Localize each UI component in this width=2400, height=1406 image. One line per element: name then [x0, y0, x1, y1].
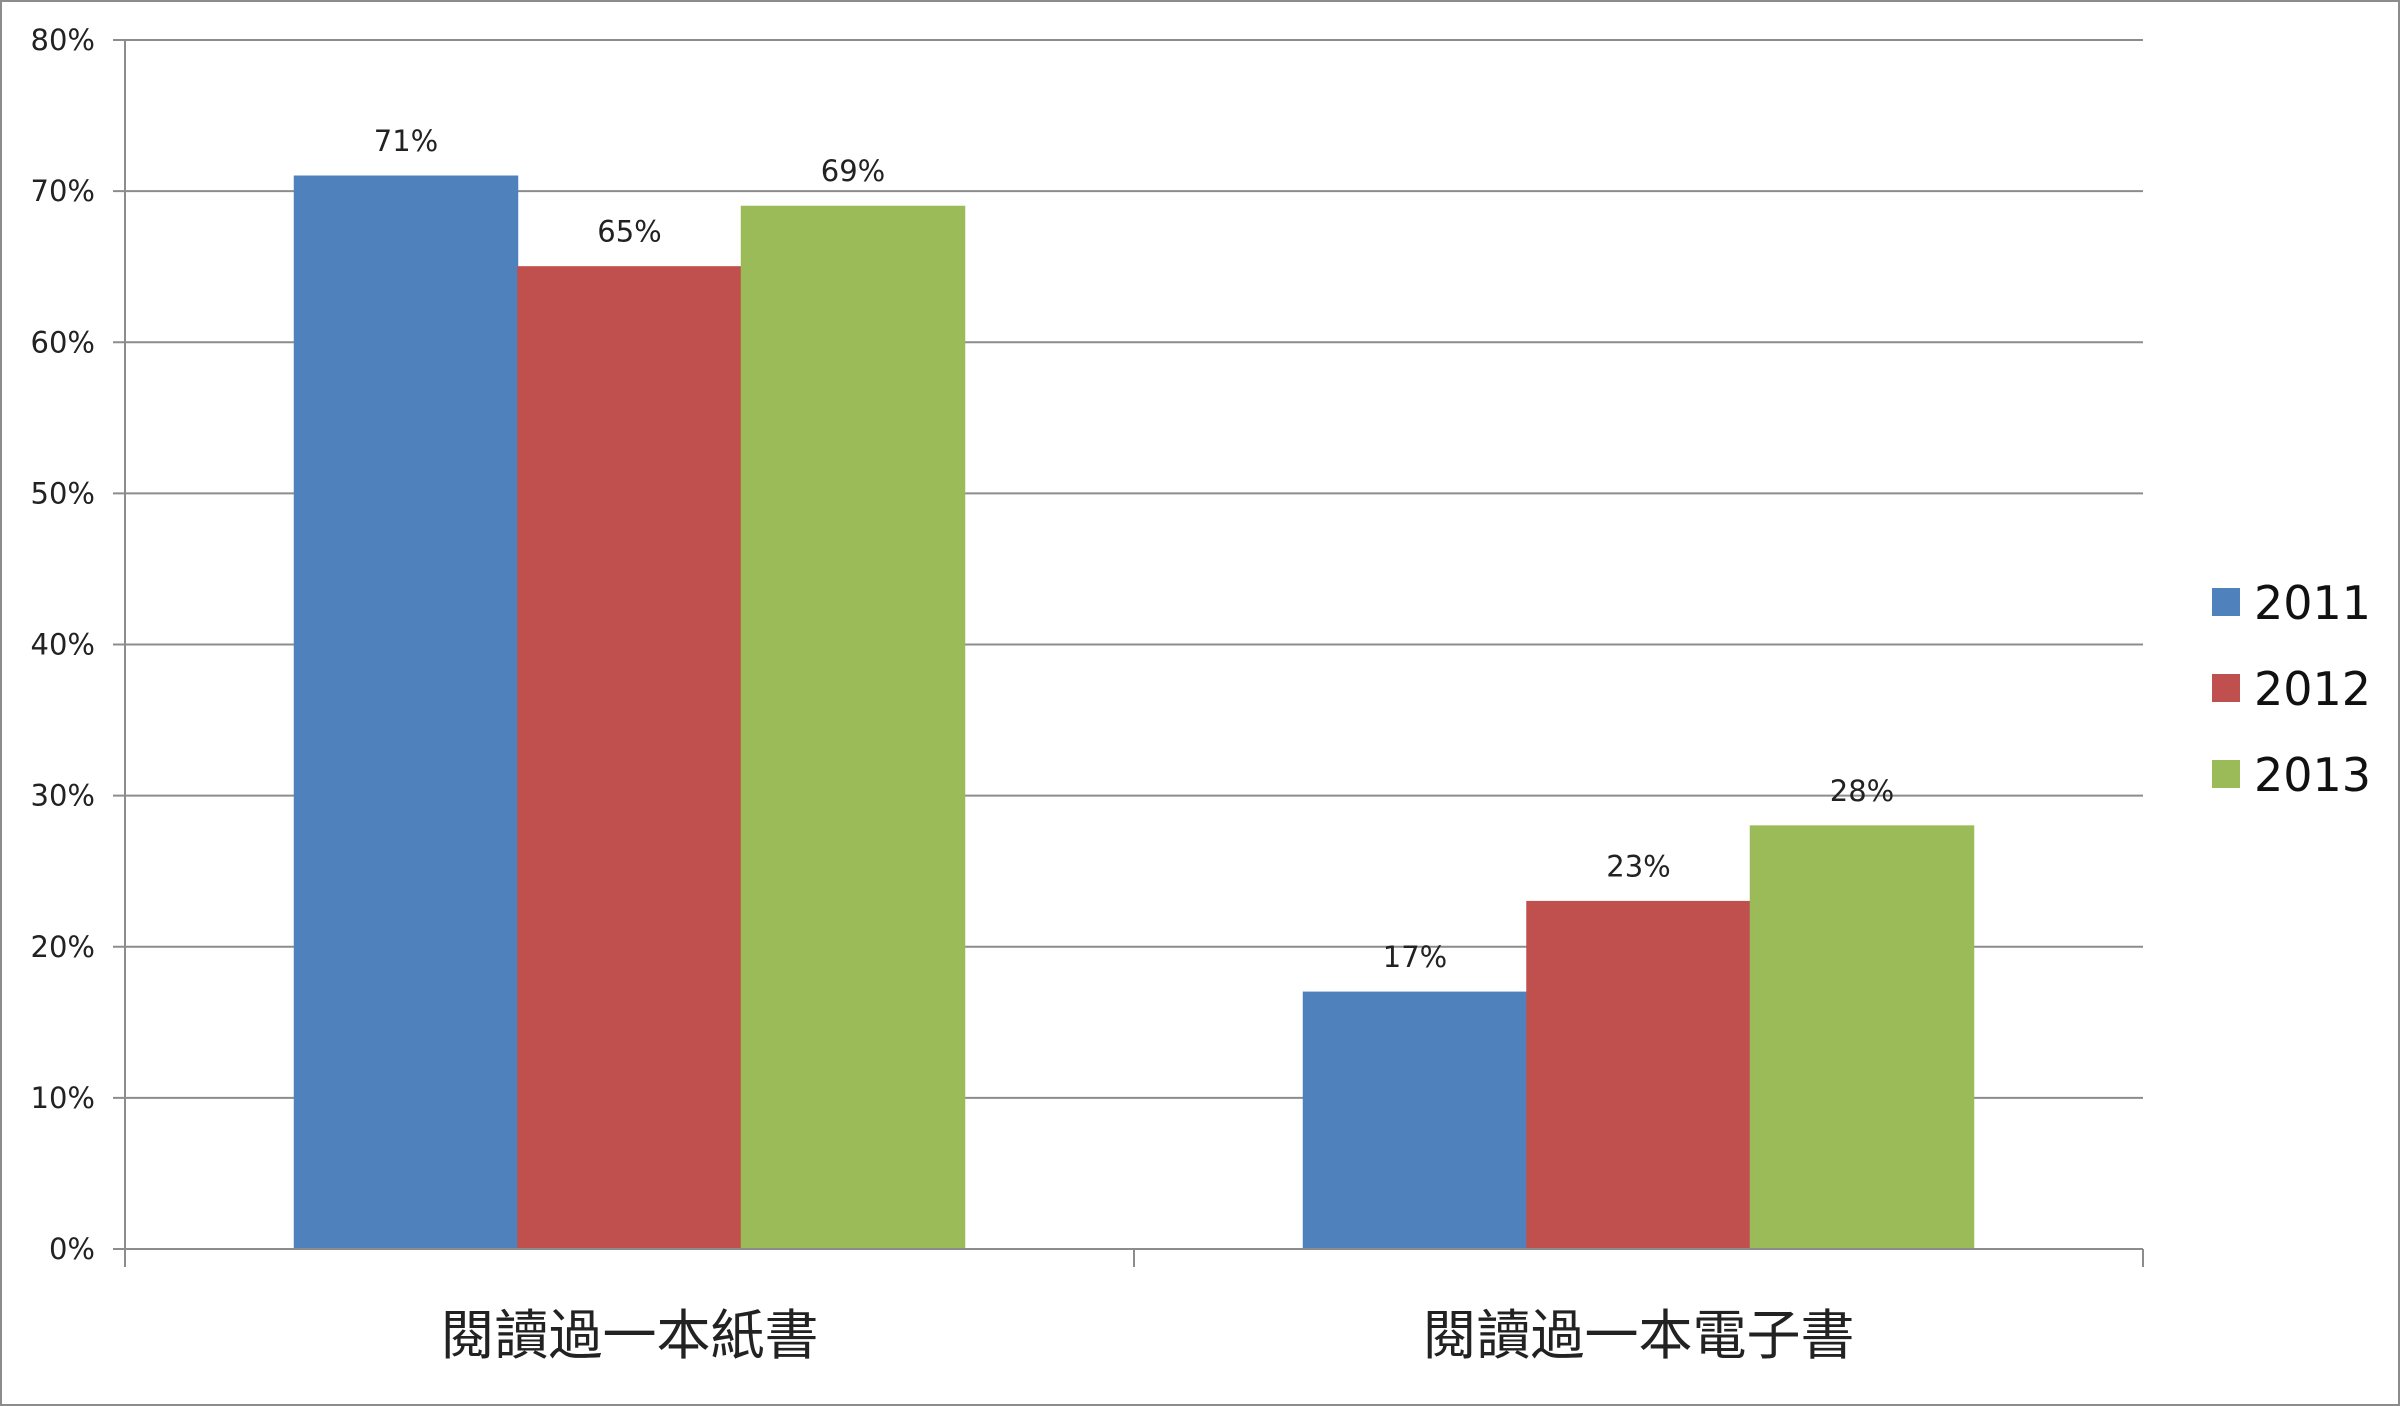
- bar-2012-1: [1526, 900, 1751, 1250]
- data-label: 17%: [1383, 940, 1447, 974]
- bar-2013-0: [740, 205, 966, 1250]
- legend-swatch-2011: [2212, 588, 2240, 616]
- bar-2012-0: [517, 266, 742, 1250]
- y-tick-label: 40%: [31, 628, 95, 662]
- legend-label: 2012: [2254, 662, 2371, 716]
- y-tick-label: 50%: [31, 476, 95, 510]
- legend-swatch-2012: [2212, 674, 2240, 702]
- legend-label: 2011: [2254, 576, 2371, 630]
- data-label: 69%: [821, 154, 885, 188]
- data-label: 65%: [597, 215, 661, 249]
- y-tick-label: 30%: [31, 779, 95, 813]
- data-label: 28%: [1830, 774, 1894, 808]
- bars: [293, 175, 1975, 1250]
- y-tick-label: 0%: [49, 1232, 95, 1266]
- legend: 2011 2012 2013: [2212, 576, 2371, 802]
- bar-2011-0: [293, 175, 519, 1250]
- bar-2013-1: [1749, 825, 1975, 1250]
- category-label: 閱讀過一本電子書: [1423, 1304, 1855, 1367]
- y-tick-label: 60%: [31, 325, 95, 359]
- y-tick-label: 80%: [31, 23, 95, 57]
- y-tick-label: 70%: [31, 174, 95, 208]
- labels: 0% 10% 20% 30% 40% 50% 60% 70% 80% 71% 65% 69% 閱讀過一本…: [31, 23, 1895, 1367]
- legend-label: 2013: [2254, 748, 2371, 802]
- data-label: 71%: [374, 124, 438, 158]
- y-tick-label: 10%: [31, 1081, 95, 1115]
- legend-swatch-2013: [2212, 760, 2240, 788]
- data-label: 23%: [1606, 849, 1670, 883]
- axes: [113, 39, 2144, 1267]
- category-label: 閱讀過一本紙書: [441, 1304, 819, 1367]
- bar-2011-1: [1302, 991, 1528, 1250]
- y-tick-label: 20%: [31, 930, 95, 964]
